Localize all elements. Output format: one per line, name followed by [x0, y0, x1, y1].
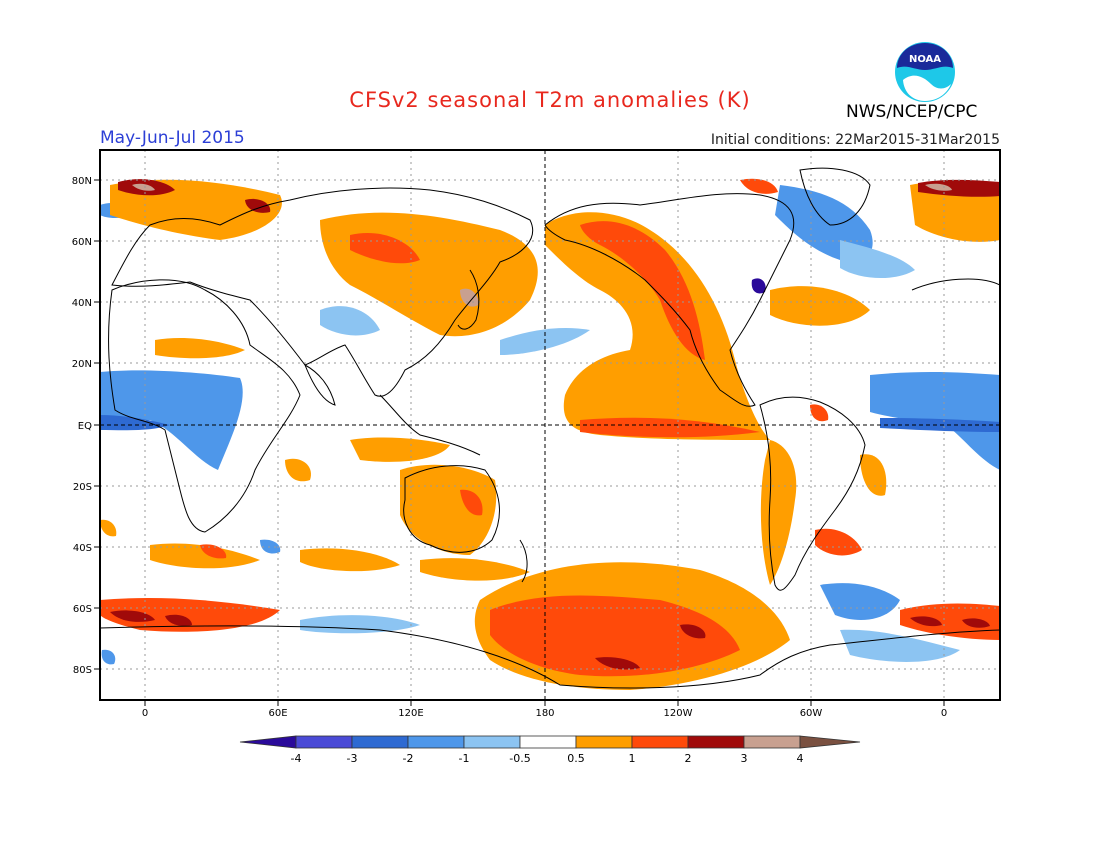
colorbar-swatch-neg3 — [295, 735, 353, 749]
forecast-period: May-Jun-Jul 2015 — [100, 128, 245, 148]
colorbar-swatch-pos4 — [799, 735, 861, 749]
colorbar — [239, 735, 861, 749]
initial-conditions: Initial conditions: 22Mar2015-31Mar2015 — [710, 132, 1000, 148]
page-title: CFSv2 seasonal T2m anomalies (K) — [349, 88, 751, 112]
coastlines — [100, 167, 1000, 689]
colorbar-label: -1 — [459, 752, 470, 765]
colorbar-swatch-pos05 — [575, 735, 633, 749]
lon-label: 180 — [535, 708, 554, 719]
colorbar-swatch-pos3 — [743, 735, 801, 749]
lon-label: 60W — [800, 708, 823, 719]
lat-label: 40N — [72, 298, 92, 309]
agency-label: NWS/NCEP/CPC — [846, 102, 978, 122]
lon-label: 0 — [941, 708, 947, 719]
colorbar-label: 0.5 — [567, 752, 585, 765]
lon-label: 60E — [268, 708, 287, 719]
colorbar-swatch-neg05 — [463, 735, 521, 749]
colorbar-swatch-pos1 — [631, 735, 689, 749]
colorbar-swatch-pos2 — [687, 735, 745, 749]
colorbar-swatch-neg2 — [351, 735, 409, 749]
colorbar-swatch-neg4 — [239, 735, 297, 749]
anomaly-fields — [100, 178, 1000, 690]
colorbar-swatch-neg1 — [407, 735, 465, 749]
lat-label: 60S — [73, 604, 92, 615]
lon-label: 120E — [398, 708, 423, 719]
longitude-axis: 0 60E 120E 180 120W 60W 0 — [142, 700, 947, 719]
colorbar-label: 4 — [797, 752, 804, 765]
warm-anomalies — [100, 178, 1000, 690]
lat-label: 40S — [73, 543, 92, 554]
lat-label: 60N — [72, 237, 92, 248]
latitude-axis: 80N 60N 40N 20N EQ 20S 40S 60S 80S — [72, 176, 100, 676]
lat-label: 80N — [72, 176, 92, 187]
lat-label: EQ — [78, 421, 92, 432]
lat-label: 80S — [73, 665, 92, 676]
noaa-logo-text: NOAA — [909, 54, 941, 65]
colorbar-label: 3 — [741, 752, 748, 765]
lon-label: 0 — [142, 708, 148, 719]
map-gridlines — [100, 150, 1000, 700]
colorbar-label: -3 — [347, 752, 358, 765]
noaa-logo-icon: NOAA — [895, 42, 955, 102]
lat-label: 20S — [73, 482, 92, 493]
colorbar-label: -2 — [403, 752, 414, 765]
colorbar-swatch-neutral — [519, 735, 577, 749]
colorbar-label: -4 — [291, 752, 302, 765]
colorbar-labels: -4 -3 -2 -1 -0.5 0.5 1 2 3 4 — [291, 752, 804, 765]
cold-anomalies — [100, 185, 1000, 665]
lat-label: 20N — [72, 359, 92, 370]
colorbar-label: -0.5 — [509, 752, 530, 765]
colorbar-label: 1 — [629, 752, 636, 765]
colorbar-label: 2 — [685, 752, 692, 765]
equator-dateline — [100, 150, 1000, 700]
lon-label: 120W — [664, 708, 693, 719]
